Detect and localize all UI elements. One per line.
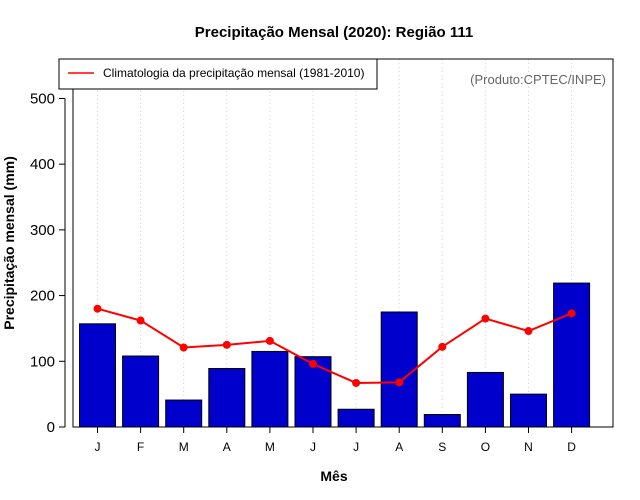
climatology-point xyxy=(567,309,576,318)
x-tick-label: S xyxy=(438,440,446,454)
chart-title: Precipitação Mensal (2020): Região 111 xyxy=(195,24,473,41)
climatology-point xyxy=(309,359,317,368)
x-tick-label: J xyxy=(353,440,359,454)
bar xyxy=(337,408,375,428)
climatology-point xyxy=(93,304,102,313)
x-tick-label: M xyxy=(179,440,189,454)
x-tick-label: D xyxy=(567,440,576,454)
bar xyxy=(380,311,418,428)
climatology-point xyxy=(265,336,274,345)
climatology-point xyxy=(222,340,231,349)
bars xyxy=(79,282,591,428)
x-tick-label: N xyxy=(524,440,533,454)
bar xyxy=(553,282,591,428)
x-tick-label: O xyxy=(481,440,490,454)
x-tick-label: A xyxy=(395,440,403,454)
y-tick-label: 300 xyxy=(30,222,55,239)
bar xyxy=(510,393,547,428)
legend: Climatologia da precipitação mensal (198… xyxy=(58,58,378,90)
climatology-point xyxy=(481,314,490,323)
x-tick-label: J xyxy=(95,440,101,454)
climatology-point xyxy=(524,327,533,336)
x-tick-label: A xyxy=(223,440,231,454)
y-tick-label: 500 xyxy=(30,90,55,107)
y-axis-label: Precipitação mensal (mm) xyxy=(1,156,17,330)
credit-text: (Produto:CPTEC/INPE) xyxy=(470,72,606,87)
y-tick-label: 0 xyxy=(47,419,55,436)
x-tick-label: F xyxy=(137,440,144,454)
climatology-line xyxy=(93,304,576,387)
grid-lines xyxy=(97,59,573,427)
bar xyxy=(208,368,246,428)
y-tick-label: 100 xyxy=(30,353,55,370)
climatology-point xyxy=(179,343,188,352)
climatology-point xyxy=(136,316,145,325)
climatology-series-line xyxy=(97,307,572,384)
bar xyxy=(423,414,461,428)
bar xyxy=(79,323,116,428)
climatology-point xyxy=(438,342,447,351)
bar xyxy=(122,355,160,428)
bar xyxy=(165,399,203,428)
y-axis: 0 100 200 300 400 500 xyxy=(30,90,66,436)
bar xyxy=(466,371,504,428)
climatology-point xyxy=(352,378,361,387)
climatology-point xyxy=(395,378,404,387)
y-tick-label: 400 xyxy=(30,156,55,173)
bar xyxy=(251,350,289,428)
y-tick-label: 200 xyxy=(30,288,55,305)
x-tick-label: M xyxy=(265,440,275,454)
legend-box xyxy=(58,58,378,90)
legend-label: Climatologia da precipitação mensal (198… xyxy=(103,66,364,80)
x-axis-label: Mês xyxy=(320,468,347,484)
x-tick-label: J xyxy=(310,440,316,454)
